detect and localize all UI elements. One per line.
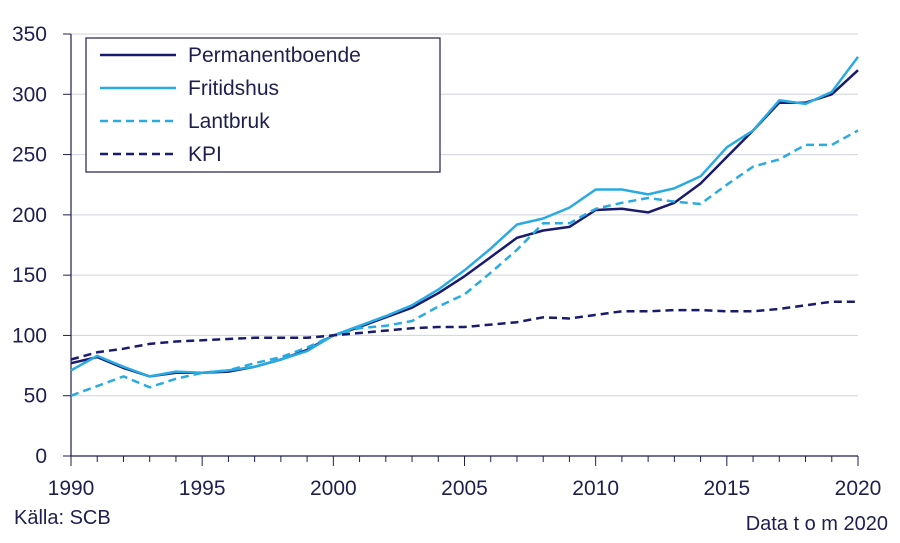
x-tick-label: 2015 bbox=[703, 477, 750, 500]
y-tick-label: 250 bbox=[12, 144, 47, 167]
y-tick-label: 300 bbox=[12, 83, 47, 106]
x-tick-label: 1995 bbox=[179, 477, 226, 500]
x-tick-label: 2005 bbox=[441, 477, 488, 500]
series-line-kpi bbox=[70, 300, 858, 361]
y-tick-label: 350 bbox=[12, 23, 47, 46]
series-line-fritidshus bbox=[70, 56, 860, 378]
date-note: Data t o m 2020 bbox=[745, 513, 888, 535]
axes: 0 50 100 150 200 250 300 350 1990 1995 2000 2005 201… bbox=[12, 23, 881, 500]
series-line-lantbruk bbox=[70, 129, 859, 397]
source-note: Källa: SCB bbox=[14, 507, 111, 529]
legend-label: Fritidshus bbox=[188, 77, 279, 100]
x-tick-label: 2000 bbox=[310, 477, 357, 500]
legend: Permanentboende Fritidshus Lantbruk KPI bbox=[85, 37, 441, 173]
x-tick-label: 2010 bbox=[572, 477, 619, 500]
y-tick-label: 0 bbox=[35, 445, 47, 468]
series-group bbox=[70, 56, 860, 397]
x-tick-label: 1990 bbox=[48, 477, 95, 500]
legend-label: KPI bbox=[188, 143, 222, 166]
legend-label: Lantbruk bbox=[188, 110, 270, 133]
y-tick-label: 100 bbox=[12, 324, 47, 347]
y-tick-label: 50 bbox=[24, 385, 47, 408]
legend-label: Permanentboende bbox=[188, 44, 361, 67]
y-tick-label: 200 bbox=[12, 204, 47, 227]
x-tick-label: 2020 bbox=[835, 477, 882, 500]
y-tick-label: 150 bbox=[12, 264, 47, 287]
legend-box bbox=[85, 37, 441, 173]
